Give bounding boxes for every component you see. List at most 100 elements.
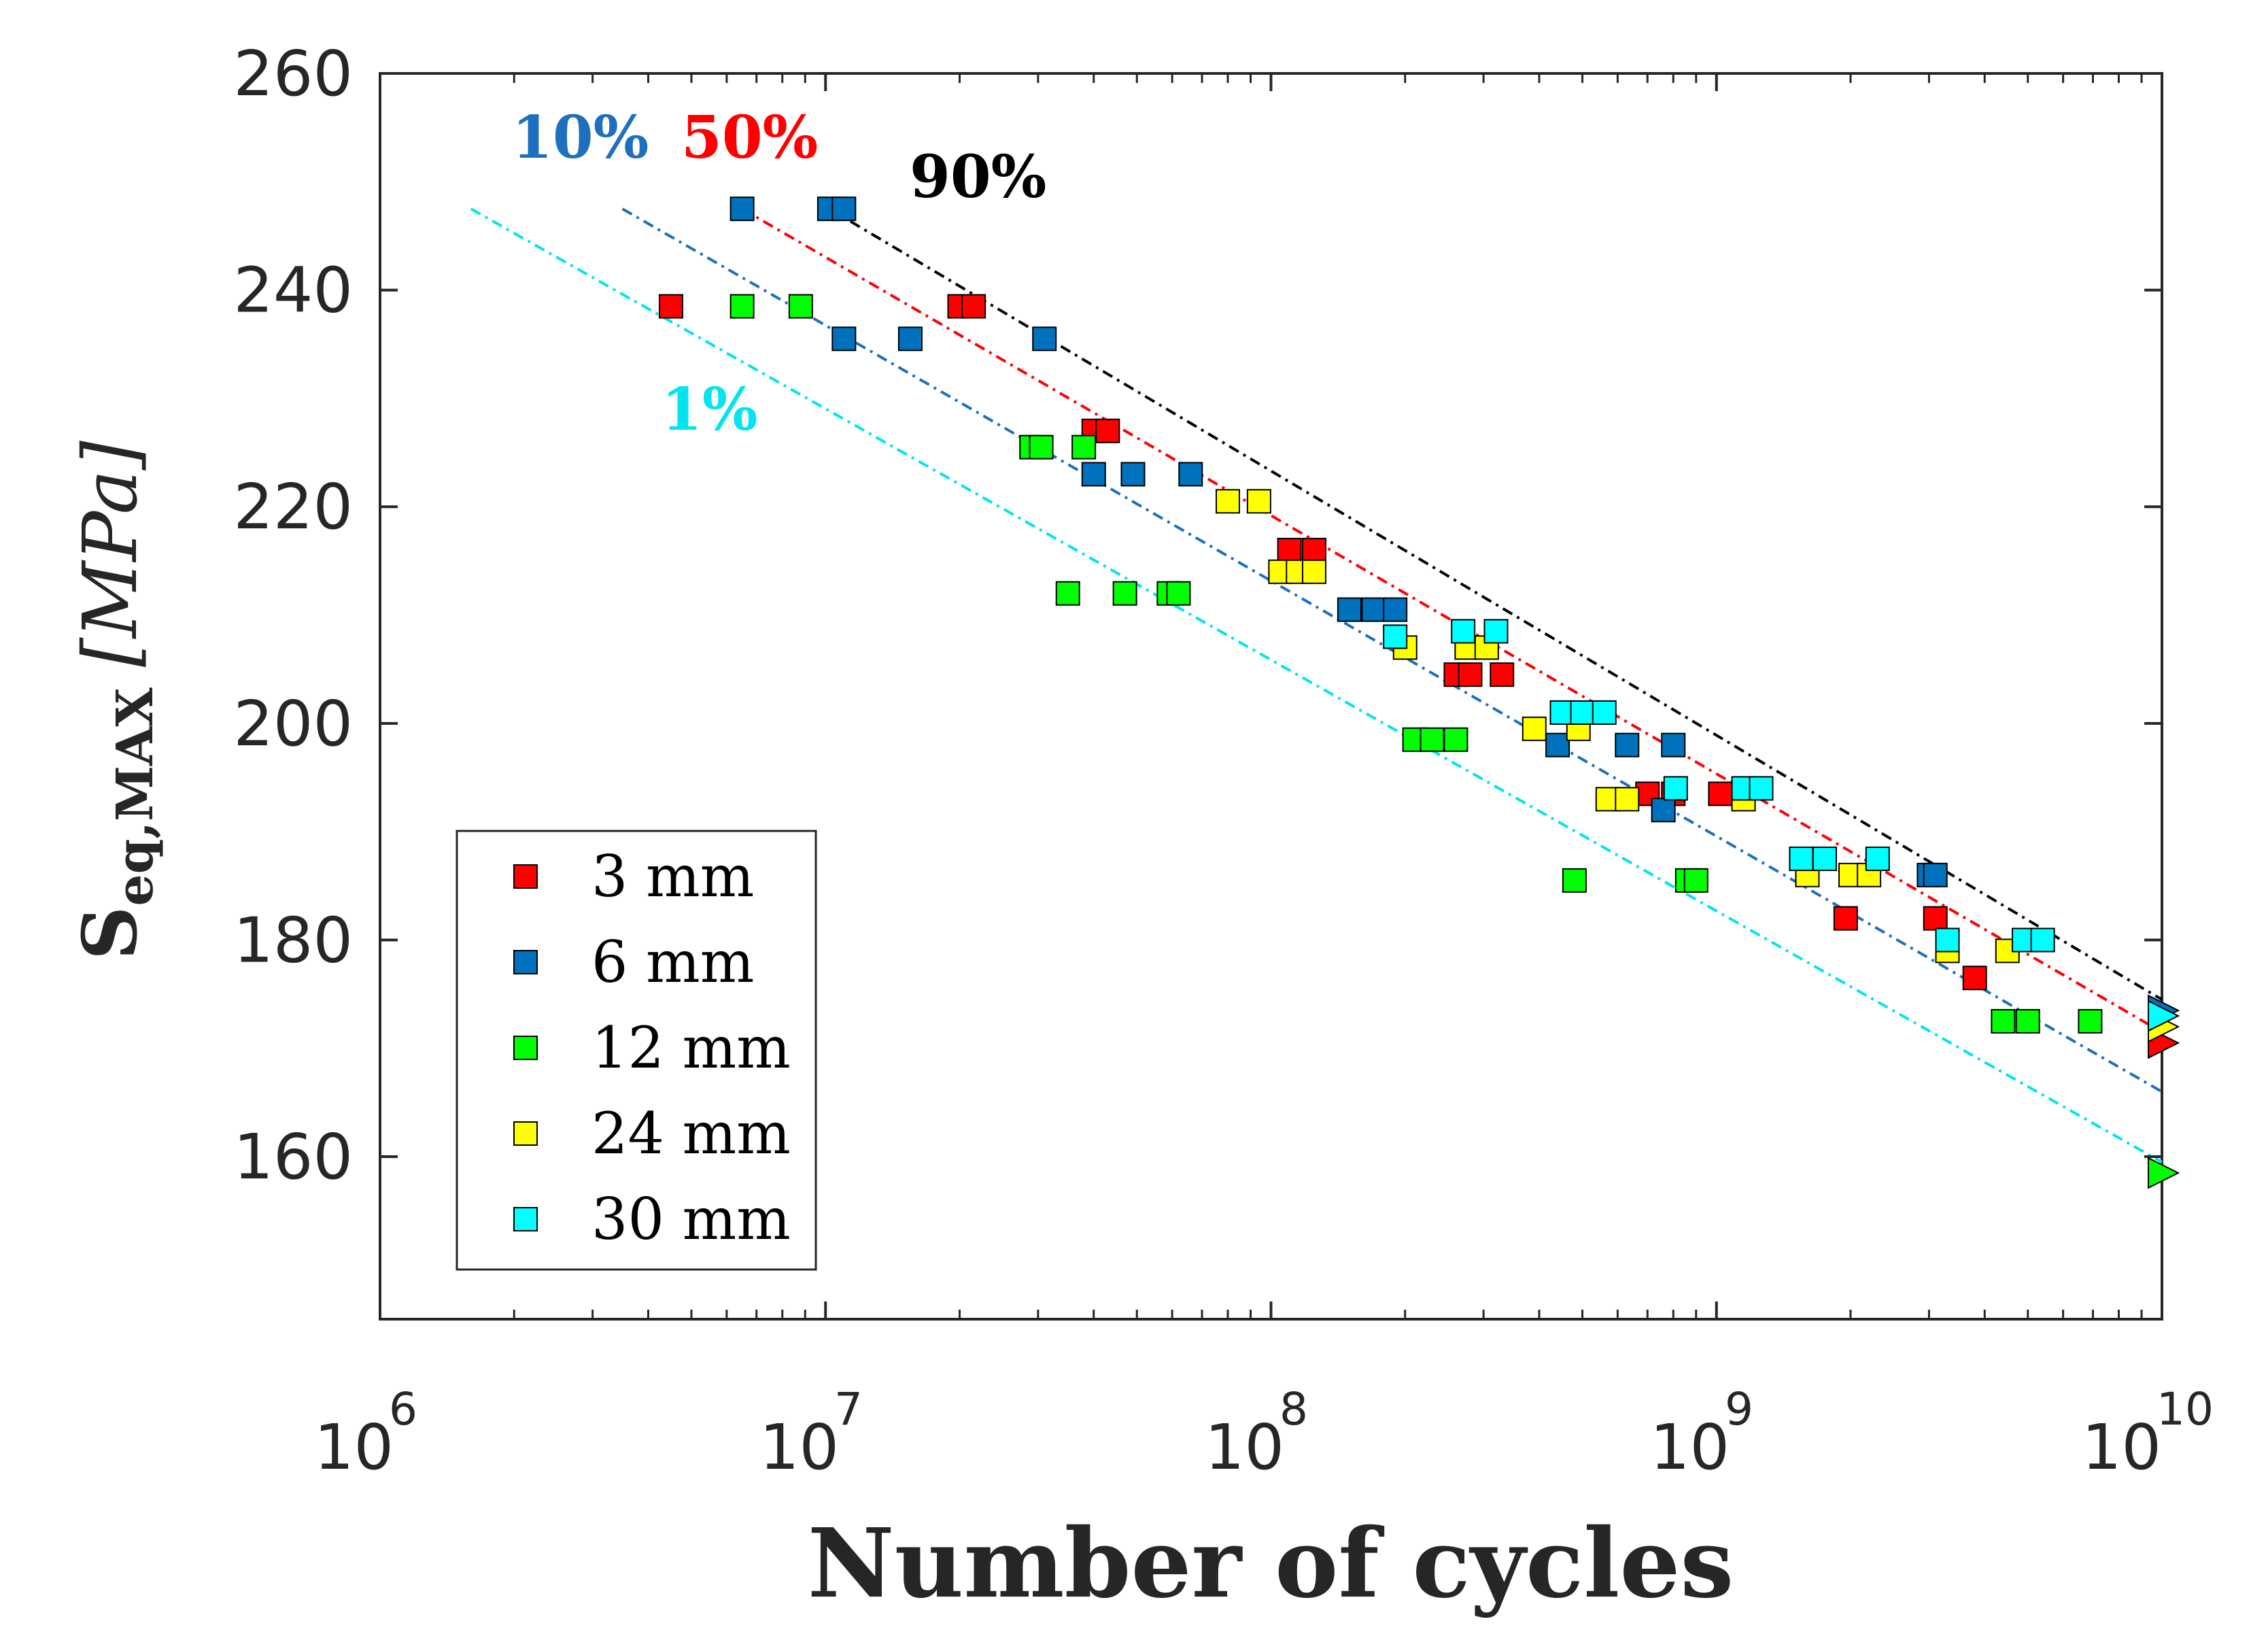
x-tick-base: 10 [1650,1411,1730,1484]
data-point [1215,489,1240,514]
legend-marker-30mm [513,1207,538,1231]
data-point [2015,1008,2040,1034]
data-point [1337,597,1362,622]
data-point [1549,700,1575,725]
data-points [659,197,2180,1189]
x-tick-exp: 7 [834,1383,863,1435]
legend-marker-24mm [513,1121,538,1146]
x-tick-exp: 6 [389,1383,417,1435]
y-label-unit: [MPa] [67,440,154,667]
y-tick-label: 240 [233,254,353,327]
data-point [1615,787,1640,812]
data-point [1178,462,1203,487]
data-point [1865,846,1890,871]
x-tick-base: 10 [1205,1411,1284,1484]
x-tick-label-1e8: 10 8 [1205,1383,1308,1484]
data-point [1663,776,1688,801]
x-tick-exp: 10 [2157,1383,2214,1435]
x-tick-label-1e10: 10 10 [2082,1383,2214,1484]
data-point [897,326,923,352]
y-label-main: S [66,906,154,960]
data-point [1081,462,1106,487]
data-point [1615,732,1640,758]
data-point [1029,435,1054,460]
x-tick-exp: 9 [1725,1383,1753,1435]
x-tick-base: 10 [314,1411,394,1484]
y-label-subscript: eq,MAX [106,687,165,906]
y-tick-label: 180 [233,904,353,976]
legend-marker-12mm [513,1036,538,1060]
data-point [659,294,684,319]
data-point [788,294,813,319]
annotation-90pct: 90% [910,143,1046,211]
data-point [1545,732,1570,758]
data-point [1991,1008,2016,1034]
data-point [1833,906,1858,931]
y-tick-label: 160 [233,1121,353,1193]
data-point [1749,776,1774,801]
data-point [831,326,857,352]
data-point [1570,700,1595,725]
data-point [1923,906,1948,931]
annotation-1pct: 1% [662,375,758,444]
data-point [831,197,857,222]
data-point [1562,868,1587,893]
data-point [1789,846,1814,871]
x-tick-exp: 8 [1279,1383,1308,1435]
x-tick-label-1e9: 10 9 [1650,1383,1753,1484]
data-point [1246,489,1271,514]
data-point [1443,727,1468,752]
runout-point [2148,1000,2180,1032]
data-point [1592,700,1617,725]
data-point [1683,868,1708,893]
data-point [1962,966,1987,991]
data-point [1923,862,1948,887]
runout-point [2148,1157,2180,1189]
data-point [1420,727,1445,752]
data-point [961,294,986,319]
axis-ticks: 160 180 200 220 240 260 [233,37,2163,1319]
data-point [1490,662,1515,687]
data-point [1032,326,1057,352]
trend-line [470,207,2163,1163]
legend-label-12mm: 12 mm [591,1015,791,1081]
legend-marker-3mm [513,864,538,889]
x-tick-label-1e7: 10 7 [759,1383,863,1484]
y-tick-label: 200 [233,687,353,760]
legend: 3 mm 6 mm 12 mm 24 mm 30 mm [456,830,817,1271]
data-point [1112,581,1137,606]
data-point [1055,581,1080,606]
y-tick-label: 260 [233,37,353,110]
data-point [1661,732,1686,758]
legend-label-3mm: 3 mm [591,843,754,910]
y-axis-label: Seq,MAX [MPa] [66,440,165,960]
data-point [1383,597,1408,622]
legend-label-6mm: 6 mm [591,929,754,995]
data-point [1166,581,1191,606]
x-axis-label: Number of cycles [808,1508,1734,1620]
annotation-10pct: 10% [512,103,649,172]
legend-label-30mm: 30 mm [591,1186,791,1253]
data-point [1302,537,1327,562]
svg-text:Seq,MAX[MPa]: Seq,MAX [MPa] [66,440,165,960]
trend-line [621,207,2163,1093]
x-tick-base: 10 [759,1411,839,1484]
data-point [1361,597,1386,622]
data-point [1522,716,1547,741]
trend-line [741,207,2163,1034]
data-point [1302,559,1327,584]
annotation-50pct: 50% [681,103,818,172]
data-point [1708,781,1733,806]
data-point [729,294,755,319]
data-point [1483,619,1509,644]
data-point [1277,537,1302,562]
data-point [1812,846,1838,871]
y-tick-label: 220 [233,471,353,543]
x-tick-base: 10 [2082,1411,2161,1484]
data-point [1651,798,1676,823]
data-point [729,197,755,222]
data-point [1451,619,1476,644]
data-point [1120,462,1146,487]
